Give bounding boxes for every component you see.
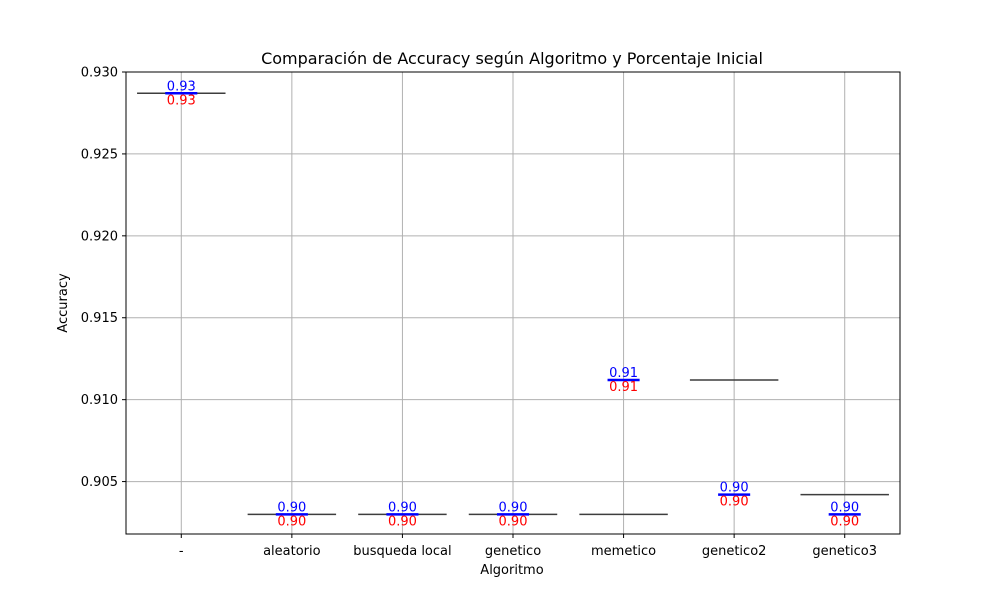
- data-label-top: 0.90: [388, 500, 417, 515]
- chart-title: Comparación de Accuracy según Algoritmo …: [261, 49, 763, 68]
- data-label-bottom: 0.90: [499, 514, 528, 529]
- data-label-top: 0.90: [499, 500, 528, 515]
- data-label-bottom: 0.93: [167, 93, 196, 108]
- y-tick-label: 0.920: [81, 229, 118, 244]
- x-tick-label: memetico: [591, 544, 656, 559]
- x-tick-label: aleatorio: [263, 544, 321, 559]
- x-axis-ticks: - aleatorio busqueda local genetico memetico…: [179, 534, 877, 559]
- grid: [126, 71, 900, 534]
- data-label-top: 0.90: [720, 481, 749, 496]
- data-label-top: 0.90: [830, 500, 859, 515]
- mean-series: [165, 92, 861, 516]
- data-label-bottom: 0.90: [830, 514, 859, 529]
- data-label-bottom: 0.90: [388, 514, 417, 529]
- x-tick-label: genetico: [485, 544, 541, 559]
- x-tick-label: -: [179, 544, 184, 559]
- y-tick-label: 0.915: [81, 311, 118, 326]
- x-tick-label: genetico2: [702, 544, 767, 559]
- x-axis-title: Algoritmo: [480, 563, 543, 578]
- y-axis-ticks: 0.930 0.925 0.920 0.915 0.910 0.905: [81, 66, 126, 490]
- data-label-bottom: 0.90: [720, 495, 749, 510]
- y-tick-label: 0.930: [81, 66, 118, 81]
- data-label-top: 0.91: [609, 366, 638, 381]
- y-axis-title: Accuracy: [56, 273, 71, 333]
- data-label-bottom: 0.91: [609, 380, 638, 395]
- x-tick-label: busqueda local: [353, 544, 451, 559]
- y-tick-label: 0.905: [81, 475, 118, 490]
- data-label-top: 0.93: [167, 79, 196, 94]
- y-tick-label: 0.910: [81, 393, 118, 408]
- y-tick-label: 0.925: [81, 147, 118, 162]
- data-labels: 0.930.930.900.900.900.900.900.900.910.91…: [167, 79, 859, 529]
- data-label-bottom: 0.90: [277, 514, 306, 529]
- x-tick-label: genetico3: [812, 544, 877, 559]
- data-label-top: 0.90: [277, 500, 306, 515]
